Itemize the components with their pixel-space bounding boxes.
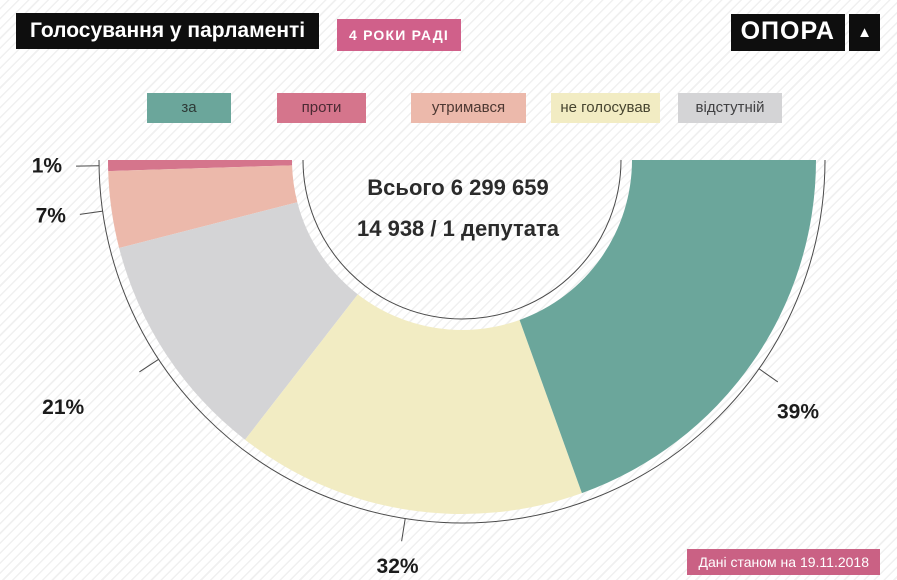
data-date-badge: Дані станом на 19.11.2018: [687, 549, 880, 575]
legend-item-proty: проти: [277, 93, 366, 123]
donut-segment-utrymavsia: [108, 165, 298, 249]
outer-outline-arc: [98, 159, 826, 524]
donut-segment-za: [519, 160, 816, 494]
leader-line-ne-holosuvav: [401, 518, 406, 542]
donut-segment-ne-holosuvav: [245, 294, 582, 514]
percent-label-vidsutnii: 21%: [42, 396, 84, 419]
legend-item-za: за: [147, 93, 231, 123]
percent-label-utrymavsia: 7%: [36, 204, 67, 227]
percent-label-proty: 1%: [32, 154, 63, 177]
opora-logo: ОПОРА ▲: [730, 14, 880, 51]
triangle-icon: ▲: [849, 14, 880, 51]
total-votes-label: Всього 6 299 659: [367, 175, 549, 200]
leader-line-utrymavsia: [79, 210, 103, 215]
legend-item-utrymavsia: утримався: [411, 93, 526, 123]
legend-item-vidsutnii: відстутній: [678, 93, 782, 123]
opora-logo-text: ОПОРА: [730, 14, 845, 51]
percent-label-ne-holosuvav: 32%: [377, 555, 419, 578]
subtitle-badge: 4 РОКИ РАДІ: [337, 19, 462, 51]
percent-label-za: 39%: [777, 400, 819, 423]
donut-segment-vidsutnii: [119, 202, 358, 440]
donut-segment-proty: [108, 160, 293, 172]
legend-item-ne-holosuvav: не голосував: [551, 93, 660, 123]
chart-center-annotation: Всього 6 299 659 14 938 / 1 депутата: [357, 175, 559, 242]
legend: за проти утримався не голосував відстутн…: [16, 93, 897, 123]
inner-outline-arc: [302, 159, 622, 320]
votes-per-deputy-label: 14 938 / 1 депутата: [357, 216, 559, 241]
leader-line-za: [758, 368, 779, 383]
leader-line-vidsutnii: [139, 358, 159, 373]
page-title: Голосування у парламенті: [16, 13, 320, 49]
